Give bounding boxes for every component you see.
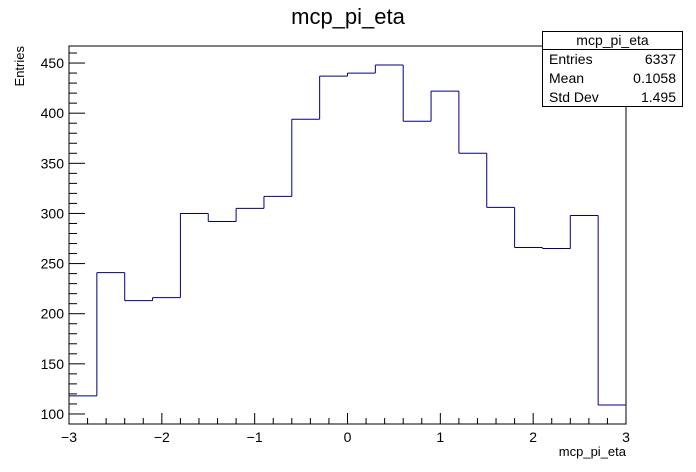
stats-box: mcp_pi_eta Entries 6337 Mean 0.1058 Std … [542, 31, 683, 107]
chart-title: mcp_pi_eta [291, 4, 405, 29]
x-tick-label: −2 [154, 429, 170, 445]
x-axis-label: mcp_pi_eta [559, 444, 627, 459]
stats-label: Std Dev [549, 89, 599, 105]
y-tick-label: 100 [41, 406, 65, 422]
stats-row-mean: Mean 0.1058 [543, 69, 682, 88]
stats-value: 1.495 [640, 89, 676, 105]
x-tick-label: 1 [436, 429, 444, 445]
x-tick-label: 3 [622, 429, 630, 445]
x-tick-label: −3 [61, 429, 77, 445]
stats-box-title: mcp_pi_eta [543, 32, 682, 50]
stats-value: 0.1058 [633, 70, 676, 86]
stats-label: Mean [549, 70, 585, 86]
stats-row-stddev: Std Dev 1.495 [543, 88, 682, 107]
y-tick-label: 250 [41, 256, 65, 272]
stats-row-entries: Entries 6337 [543, 50, 682, 69]
x-tick-label: 0 [344, 429, 352, 445]
stats-label: Entries [549, 51, 593, 67]
y-tick-label: 300 [41, 205, 65, 221]
y-tick-label: 400 [41, 105, 65, 121]
y-tick-label: 350 [41, 155, 65, 171]
y-axis-label: Entries [12, 46, 27, 87]
x-tick-label: −1 [247, 429, 263, 445]
stats-value: 6337 [644, 51, 676, 67]
y-tick-label: 200 [41, 306, 65, 322]
x-tick-label: 2 [529, 429, 537, 445]
y-tick-label: 150 [41, 356, 65, 372]
y-tick-label: 450 [41, 55, 65, 71]
